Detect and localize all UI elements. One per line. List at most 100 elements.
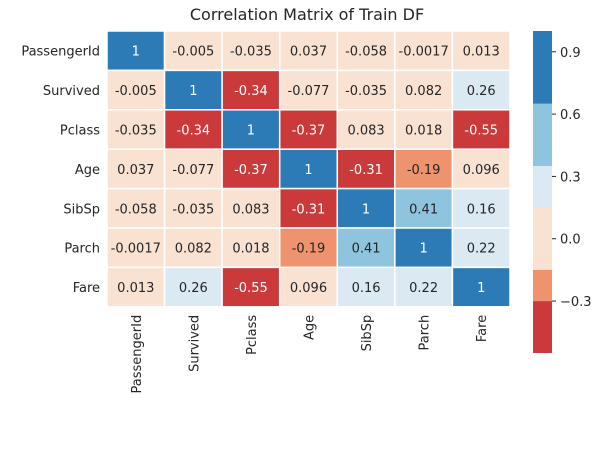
cell-value-label: 0.083 [232,202,269,217]
x-tick-label: Pclass [245,315,260,355]
cell-value-label: 0.22 [409,281,438,296]
cell-value-label: -0.035 [230,45,272,60]
heatmap-cell [106,30,166,72]
cell-value-label: 0.037 [290,45,327,60]
y-tick-label: PassengerId [21,45,100,60]
cell-value-label: 0.26 [179,281,208,296]
heatmap-cell [394,148,454,190]
heatmap-cell [163,30,223,72]
cell-value-label: -0.34 [177,124,211,139]
heatmap-cell [221,266,281,308]
cell-value-label: -0.55 [234,281,268,296]
cell-value-label: -0.0017 [399,45,449,60]
cell-value-label: -0.077 [288,84,330,99]
colorbar-band [533,207,552,270]
heatmap-cell [106,69,166,111]
cell-value-label: 1 [362,202,370,217]
x-tick-label: SibSp [360,315,375,352]
colorbar-tick-label: 0.6 [560,108,581,123]
cell-value-label: -0.37 [234,163,268,178]
cell-value-label: 0.082 [175,242,212,257]
cell-value-label: -0.34 [234,84,268,99]
cell-value-label: 0.41 [352,242,381,257]
heatmap-cell [163,227,223,269]
cell-value-label: 1 [477,281,485,296]
heatmap-cell [394,109,454,150]
cell-value-label: 0.018 [405,124,442,139]
cell-value-label: -0.035 [172,202,214,217]
heatmap-cell [451,266,511,308]
cell-value-label: -0.005 [115,84,157,99]
cell-value-label: 0.16 [467,202,496,217]
colorbar-tick-label: −0.3 [560,295,592,310]
colorbar-band [533,269,552,302]
colorbar-band [533,301,552,353]
cell-value-label: -0.005 [172,45,214,60]
cell-value-label: -0.31 [349,163,383,178]
cell-value-label: -0.0017 [111,242,161,257]
colorbar-band [533,166,552,208]
heatmap-cell [221,109,281,150]
cell-value-label: 0.083 [347,124,384,139]
colorbar: 0.9 0.6 0.3 0.0 −0.3 [533,31,592,353]
cell-value-label: 0.41 [409,202,438,217]
heatmap-cell [278,266,339,308]
heatmap-cell [163,148,223,190]
heatmap-cell [336,69,396,111]
cell-value-label: 0.096 [463,163,500,178]
cell-value-label: 0.013 [117,281,154,296]
cell-value-label: -0.55 [464,124,498,139]
cell-value-label: 0.26 [467,84,496,99]
heatmap-cell [163,109,223,150]
cell-value-label: -0.058 [115,202,157,217]
x-tick-label: Age [302,315,317,340]
cell-value-label: 0.082 [405,84,442,99]
x-tick-labels: PassengerId Survived Pclass Age SibSp Parch Fa… [130,315,490,394]
y-tick-labels: PassengerId Survived Pclass Age SibSp Parch Fa… [21,45,100,296]
heatmap-cell [451,69,511,111]
colorbar-tick-label: 0.0 [560,233,581,248]
cell-value-label: 1 [132,45,140,60]
cell-value-label: -0.19 [292,242,326,257]
cell-value-label: 0.013 [463,45,500,60]
x-tick-label: Survived [187,315,202,372]
heatmap-cell [221,187,281,229]
cell-value-label: 0.018 [232,242,269,257]
cell-value-label: -0.077 [172,163,214,178]
cell-value-label: -0.37 [292,124,326,139]
y-tick-label: Pclass [60,124,100,139]
x-tick-label: Fare [475,315,490,342]
heatmap-cell [336,109,396,150]
cell-value-label: -0.19 [407,163,441,178]
x-tick-label: Parch [418,315,433,351]
y-tick-label: SibSp [63,202,100,217]
cell-value-label: 1 [419,242,427,257]
y-tick-label: Parch [64,242,100,257]
heatmap-cell [106,148,166,190]
heatmap-cell [106,227,166,269]
colorbar-tick-label: 0.9 [560,46,581,61]
cell-value-label: -0.31 [292,202,326,217]
cell-value-label: -0.058 [345,45,387,60]
cell-value-label: 1 [189,84,197,99]
x-tick-label: PassengerId [130,315,145,394]
heatmap-cell [394,266,454,308]
cell-value-label: 0.22 [467,242,496,257]
cell-value-label: 0.16 [352,281,381,296]
heatmap-cell [451,109,511,150]
heatmap-cells: 1 -0.005 -0.035 0.037 -0.058 -0.0017 0.013 -0.0… [106,30,511,308]
cell-value-label: -0.035 [345,84,387,99]
y-tick-label: Fare [73,281,100,296]
colorbar-band [533,103,552,167]
heatmap-cell [336,266,396,308]
cell-value-label: -0.035 [115,124,157,139]
y-tick-label: Age [75,163,100,178]
y-tick-label: Survived [43,84,100,99]
heatmap-cell [394,30,454,72]
heatmap-cell [221,69,281,111]
chart-title: Correlation Matrix of Train DF [190,5,424,24]
heatmap-cell [451,227,511,269]
cell-value-label: 1 [247,124,255,139]
